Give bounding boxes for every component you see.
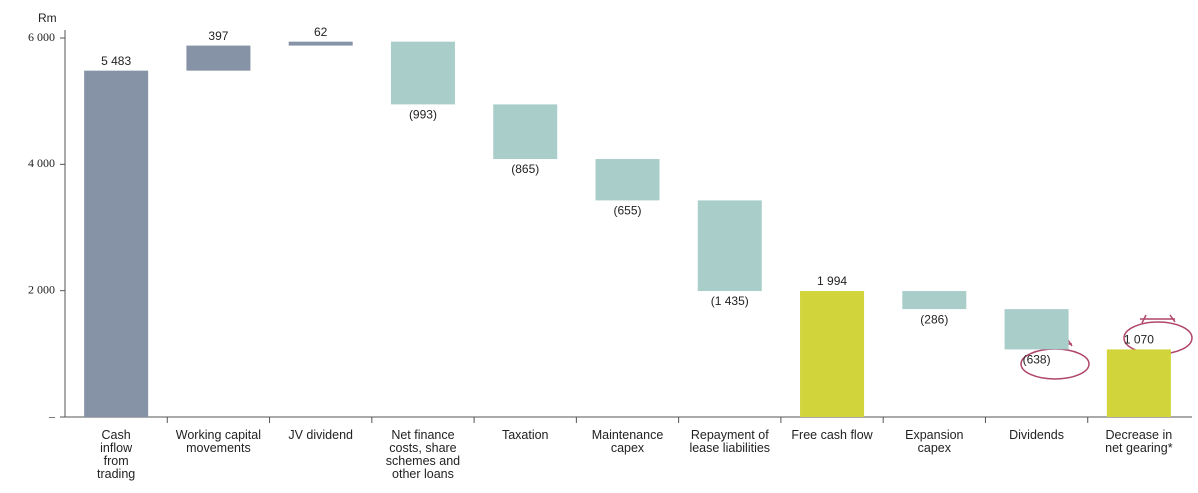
bar	[1106, 349, 1171, 417]
x-tick-label: Repayment of lease liabilities	[689, 428, 771, 455]
x-tick-label: JV dividend	[288, 428, 353, 442]
bar	[288, 41, 353, 46]
value-label: (993)	[409, 108, 437, 122]
y-tick-label: –	[48, 409, 56, 423]
value-label: (655)	[613, 204, 641, 218]
x-tick-label: Dividends	[1009, 428, 1065, 442]
y-axis-unit: Rm	[38, 11, 57, 25]
value-label: 5 483	[101, 54, 131, 68]
x-tick-label: Working capital movements	[175, 428, 262, 455]
value-label: 1 994	[817, 274, 847, 288]
value-label: 1 070	[1124, 333, 1154, 347]
bar	[902, 291, 967, 310]
x-tick-label: Free cash flow	[791, 428, 873, 442]
bar	[1004, 309, 1069, 350]
bar	[493, 104, 558, 160]
x-tick-label: Decrease in net gearing*	[1105, 428, 1173, 455]
y-tick-label: 4 000	[28, 156, 55, 170]
x-tick-label: Net finance costs, share schemes and oth…	[385, 428, 461, 481]
bar	[84, 70, 149, 417]
x-tick-label: Cash inflow from trading	[97, 428, 136, 481]
bar	[595, 159, 660, 201]
bar	[800, 291, 865, 417]
y-tick-label: 2 000	[28, 282, 55, 296]
value-label: 397	[208, 29, 228, 43]
value-label: (865)	[511, 162, 539, 176]
value-label: 62	[314, 25, 328, 39]
bar	[186, 45, 251, 71]
bar	[390, 41, 455, 105]
annotation-mark	[1140, 314, 1176, 324]
x-tick-label: Maintenance capex	[591, 428, 664, 455]
value-label: (286)	[920, 312, 948, 326]
bar	[697, 200, 762, 292]
x-tick-label: Taxation	[501, 428, 549, 442]
value-label: (638)	[1023, 353, 1051, 367]
value-label: (1 435)	[711, 294, 749, 308]
y-tick-label: 6 000	[28, 30, 55, 44]
x-tick-label: Expansion capex	[905, 428, 964, 455]
